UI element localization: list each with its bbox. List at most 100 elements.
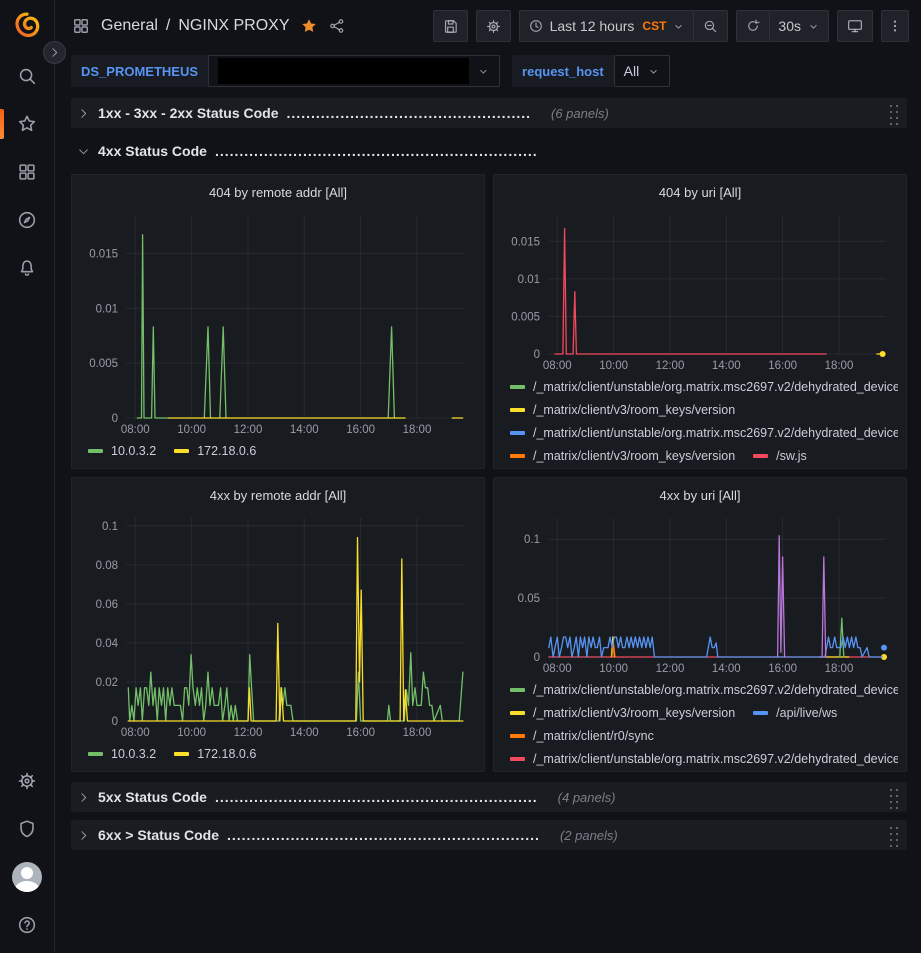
svg-text:0.1: 0.1 bbox=[102, 521, 118, 533]
sidebar-item-configuration[interactable] bbox=[0, 757, 54, 805]
row-1xx-3xx-2xx-status-code[interactable]: 1xx - 3xx - 2xx Status Code ............… bbox=[71, 98, 907, 128]
legend-item[interactable]: /_matrix/client/unstable/org.matrix.msc2… bbox=[510, 748, 898, 767]
svg-text:08:00: 08:00 bbox=[121, 727, 150, 739]
svg-text:16:00: 16:00 bbox=[768, 663, 797, 675]
timeseries-plot[interactable]: 08:00 10:00 12:00 14:00 16:00 18:00 0 0.02 0.04 0… bbox=[80, 508, 476, 741]
time-range-picker[interactable]: Last 12 hours CST bbox=[518, 10, 695, 42]
series-label: /api/live/ws bbox=[776, 706, 838, 720]
sidebar-item-dashboards[interactable] bbox=[0, 148, 54, 196]
sidebar-item-profile[interactable] bbox=[0, 853, 54, 901]
gear-icon bbox=[18, 772, 36, 790]
dashboard-settings-button[interactable] bbox=[475, 10, 511, 42]
series-label: 172.18.0.6 bbox=[197, 444, 257, 458]
row-drag-handle[interactable] bbox=[887, 785, 899, 809]
variable-value-request-host[interactable]: All bbox=[613, 55, 671, 87]
legend-item[interactable]: /sw.js bbox=[753, 445, 807, 464]
save-icon bbox=[444, 19, 457, 33]
svg-text:16:00: 16:00 bbox=[346, 727, 375, 739]
legend-item[interactable]: /_matrix/client/unstable/org.matrix.msc2… bbox=[510, 679, 898, 701]
apps-icon bbox=[74, 19, 88, 33]
svg-text:10:00: 10:00 bbox=[599, 663, 628, 675]
timeseries-plot[interactable]: 08:00 10:00 12:00 14:00 16:00 18:00 0 0.005 0.01… bbox=[80, 205, 476, 438]
svg-text:0: 0 bbox=[534, 652, 540, 664]
svg-text:10:00: 10:00 bbox=[177, 727, 206, 739]
series-label: 10.0.3.2 bbox=[111, 444, 157, 458]
variable-label-request-host[interactable]: request_host bbox=[512, 55, 614, 87]
series-color-swatch bbox=[510, 734, 525, 738]
legend-item[interactable]: 172.18.0.6 bbox=[174, 743, 256, 765]
svg-text:10:00: 10:00 bbox=[177, 424, 206, 436]
sidebar-item-starred[interactable] bbox=[0, 100, 54, 148]
chevron-right-icon bbox=[81, 108, 87, 118]
breadcrumb-folder[interactable]: General bbox=[101, 17, 158, 34]
variable-label-ds-prometheus[interactable]: DS_PROMETHEUS bbox=[71, 55, 209, 87]
panel-legend: /_matrix/client/unstable/org.matrix.msc2… bbox=[502, 374, 898, 464]
legend-item[interactable]: 172.18.0.6 bbox=[174, 440, 256, 462]
series-label: /_matrix/client/v3/room_keys/version bbox=[533, 449, 736, 463]
breadcrumb-separator: / bbox=[165, 17, 171, 34]
share-icon[interactable] bbox=[328, 17, 346, 35]
svg-text:0.005: 0.005 bbox=[511, 311, 540, 323]
panel-title[interactable]: 4xx by remote addr [All] bbox=[209, 487, 347, 503]
star-favorite-icon[interactable] bbox=[300, 17, 318, 35]
legend-item[interactable]: /_matrix/client/v3/room_keys/version bbox=[510, 702, 735, 724]
row-title: 4xx Status Code bbox=[98, 143, 207, 159]
breadcrumb-dashboard-title[interactable]: NGINX PROXY bbox=[178, 17, 290, 34]
legend-item[interactable]: 10.0.3.2 bbox=[88, 440, 156, 462]
sidebar-item-explore[interactable] bbox=[0, 196, 54, 244]
legend-item[interactable]: /_matrix/client/r0/sync bbox=[510, 725, 654, 747]
row-drag-handle[interactable] bbox=[887, 101, 899, 125]
variable-ds-prometheus: DS_PROMETHEUS bbox=[71, 55, 501, 87]
svg-text:14:00: 14:00 bbox=[712, 360, 741, 372]
svg-text:0: 0 bbox=[112, 413, 118, 425]
svg-text:18:00: 18:00 bbox=[403, 424, 432, 436]
row-4xx-status-code[interactable]: 4xx Status Code ........................… bbox=[71, 136, 907, 166]
svg-text:0: 0 bbox=[112, 716, 118, 728]
timeseries-plot[interactable]: 08:00 10:00 12:00 14:00 16:00 18:00 0 0.005 0.01… bbox=[502, 205, 898, 374]
panel-title[interactable]: 4xx by uri [All] bbox=[659, 487, 741, 503]
zoom-out-time-button[interactable] bbox=[693, 10, 729, 42]
timeseries-plot[interactable]: 08:00 10:00 12:00 14:00 16:00 18:00 0 0.05 0.1 bbox=[502, 508, 898, 677]
sidebar-expand-button[interactable] bbox=[43, 41, 66, 64]
sidebar-item-search[interactable] bbox=[0, 52, 54, 100]
panel-legend: 10.0.3.2 172.18.0.6 bbox=[80, 741, 476, 767]
legend-item[interactable]: /_matrix/client/unstable/org.matrix.msc2… bbox=[510, 376, 898, 398]
grafana-logo[interactable] bbox=[0, 0, 54, 52]
legend-item[interactable]: /api/live/ws bbox=[753, 702, 837, 724]
tv-mode-button[interactable] bbox=[837, 10, 873, 42]
row-dots: ........................................… bbox=[286, 105, 532, 121]
svg-text:14:00: 14:00 bbox=[712, 663, 741, 675]
panel-404-by-uri: 404 by uri [All] 08:00 10:00 12:00 14:00 16:… bbox=[493, 174, 907, 469]
refresh-icon bbox=[748, 19, 761, 31]
sidebar-item-server-admin[interactable] bbox=[0, 805, 54, 853]
legend-item[interactable]: /_matrix/client/unstable/org.matrix.msc2… bbox=[510, 422, 898, 444]
legend-item[interactable]: /_matrix/client/v3/room_keys/version bbox=[510, 445, 735, 464]
datasource-value-redacted bbox=[218, 58, 470, 84]
row-drag-handle[interactable] bbox=[887, 823, 899, 847]
series-label: /_matrix/client/unstable/org.matrix.msc2… bbox=[533, 426, 898, 440]
star-icon bbox=[18, 115, 36, 132]
svg-text:10:00: 10:00 bbox=[599, 360, 628, 372]
more-options-button[interactable] bbox=[881, 10, 909, 42]
zoom-out-icon bbox=[705, 20, 717, 32]
svg-text:0.015: 0.015 bbox=[89, 248, 118, 260]
sidebar-item-help[interactable] bbox=[0, 901, 54, 949]
sidebar-item-alerting[interactable] bbox=[0, 244, 54, 292]
legend-item[interactable]: /_matrix/client/v3/room_keys/version bbox=[510, 399, 735, 421]
save-dashboard-button[interactable] bbox=[432, 10, 468, 42]
row-6xx-status-code[interactable]: 6xx > Status Code ......................… bbox=[71, 820, 907, 850]
series-color-swatch bbox=[174, 752, 190, 756]
svg-text:18:00: 18:00 bbox=[825, 663, 854, 675]
panel-title[interactable]: 404 by remote addr [All] bbox=[208, 184, 348, 200]
legend-item[interactable]: 10.0.3.2 bbox=[88, 743, 156, 765]
panel-title[interactable]: 404 by uri [All] bbox=[658, 184, 742, 200]
gear-icon bbox=[486, 19, 500, 33]
chevron-down-icon bbox=[810, 24, 817, 29]
sidebar bbox=[0, 0, 66, 953]
refresh-interval-picker[interactable]: 30s bbox=[769, 10, 829, 42]
panel-4xx-by-uri: 4xx by uri [All] 08:00 10:00 12:00 14:00 16:… bbox=[493, 477, 907, 772]
refresh-dashboard-button[interactable] bbox=[736, 10, 771, 42]
row-5xx-status-code[interactable]: 5xx Status Code ........................… bbox=[71, 782, 907, 812]
svg-text:0.01: 0.01 bbox=[518, 274, 540, 286]
variable-value-ds-prometheus[interactable] bbox=[208, 55, 501, 87]
